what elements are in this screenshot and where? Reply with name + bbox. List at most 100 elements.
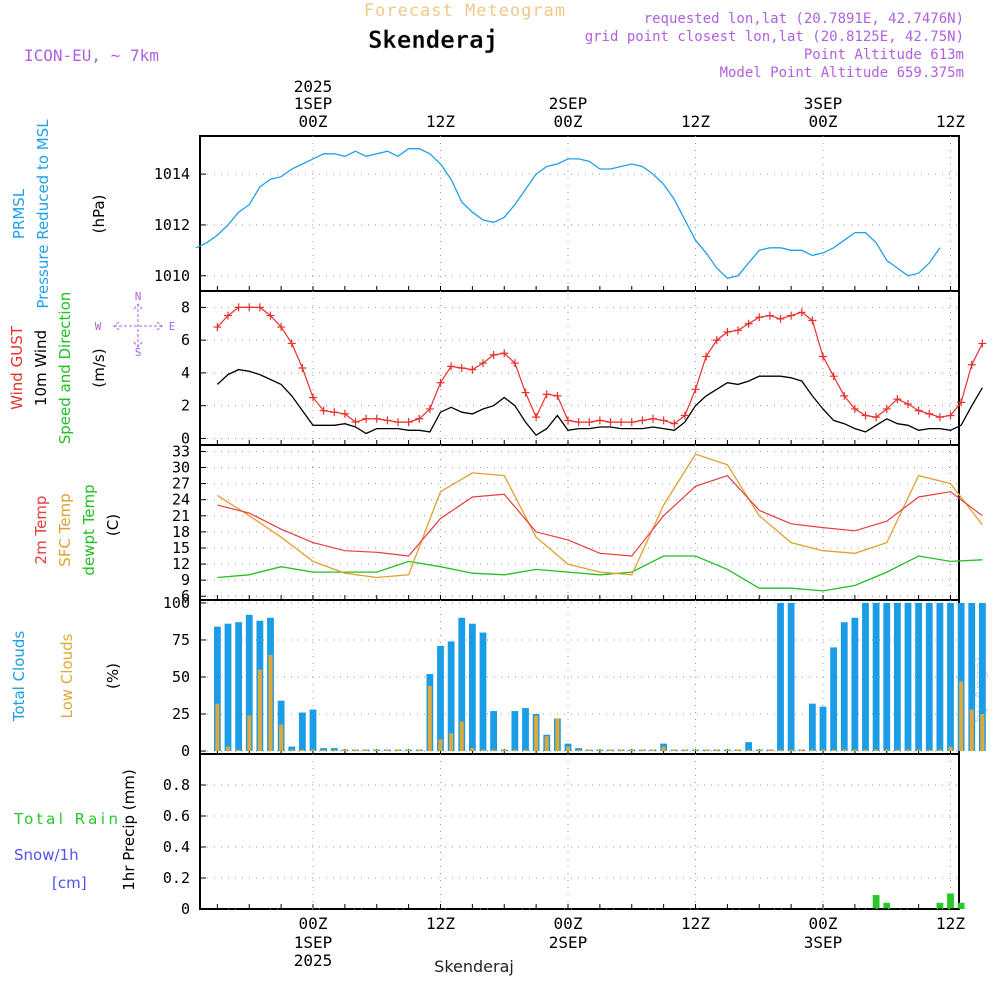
gust-marker: [309, 393, 317, 402]
y-tick-label: 0.8: [163, 776, 190, 794]
total-cloud-bar: [883, 602, 891, 752]
gust-marker: [457, 364, 466, 372]
gust-marker: [277, 323, 286, 332]
total-cloud-bar: [968, 602, 976, 752]
low-cloud-bar: [757, 749, 762, 752]
total-cloud-bar: [298, 712, 306, 752]
total-cloud-bar: [893, 602, 901, 752]
rain-bar: [957, 902, 965, 909]
low-cloud-bar: [311, 749, 315, 752]
pressure-panel-labels: PRMSL Pressure Reduced to MSL (hPa): [10, 119, 108, 309]
gust-marker: [882, 404, 891, 413]
low-cloud-bar: [682, 749, 687, 752]
low-cloud-bar: [289, 749, 294, 752]
low-cloud-bar: [619, 749, 624, 752]
panel-frame: [199, 753, 960, 910]
total-cloud-bar: [840, 622, 848, 752]
total-cloud-bar: [468, 623, 476, 752]
low-cloud-bar: [746, 749, 751, 752]
sfc-label: SFC Temp: [56, 493, 74, 566]
gust-marker: [245, 303, 254, 312]
cloud-panel: 0 25 50 75 100: [163, 594, 986, 760]
total-cloud-bar: [224, 623, 232, 752]
top-date-label: 2SEP: [549, 94, 588, 113]
dewpt-line: [217, 555, 983, 592]
gust-marker: [532, 413, 541, 422]
low-cloud-bar: [353, 749, 358, 752]
low-cloud-bar: [512, 749, 517, 752]
gust-marker: [425, 404, 434, 413]
total-cloud-bar: [245, 614, 253, 752]
pressure-unit: (hPa): [90, 195, 108, 234]
gust-marker: [914, 406, 923, 415]
low-cloud-bar: [661, 746, 666, 752]
gust-marker: [362, 414, 371, 423]
low-cloud-bar: [226, 746, 230, 752]
total-cloud-bar: [819, 706, 827, 752]
gust-marker: [298, 364, 307, 372]
bottom-tick-label: 00Z: [554, 914, 583, 933]
gust-marker: [638, 416, 647, 425]
y-tick-label: 1010: [154, 267, 190, 285]
low-cloud-bar: [470, 748, 475, 752]
gust-marker: [670, 419, 679, 428]
low-cloud-bar: [566, 746, 570, 752]
gust-marker: [351, 418, 360, 427]
low-cloud-bar: [576, 749, 581, 752]
y-tick-label: 2: [181, 397, 190, 415]
direction-label: Speed and Direction: [56, 292, 74, 445]
snow-unit-label: [cm]: [52, 874, 87, 892]
y-tick-label: 33: [172, 442, 190, 460]
gust-marker: [372, 414, 381, 423]
gust-marker: [287, 339, 296, 348]
low-cloud-bar: [640, 749, 645, 752]
temp2m-label: 2m Temp: [32, 496, 50, 565]
low-cloud-bar: [279, 724, 284, 752]
pressure-panel: 1010 1012 1014: [154, 135, 960, 292]
temp-panel-labels: 2m Temp SFC Temp dewpt Temp (C): [32, 484, 122, 575]
rain-bar: [883, 902, 891, 909]
bottom-date-label: 3SEP: [804, 933, 843, 952]
gust-marker: [946, 411, 955, 420]
low-cloud-bar: [523, 749, 528, 752]
gust-marker: [447, 362, 456, 371]
gust-marker: [234, 303, 243, 312]
panel-frame: [199, 444, 960, 601]
gust-marker: [224, 311, 232, 320]
bottom-date-label: 2SEP: [549, 933, 588, 952]
gust-marker: [893, 395, 902, 404]
wind-unit: (m/s): [90, 348, 108, 387]
point-altitude: Point Altitude 613m: [804, 47, 964, 63]
total-cloud-bar: [787, 602, 795, 752]
bottom-tick-label: 00Z: [809, 914, 838, 933]
wind-panel-labels: Wind GUST 10m Wind Speed and Direction (…: [8, 290, 175, 444]
gust-marker: [585, 418, 594, 427]
low-cloud-bar: [629, 749, 634, 752]
y-tick-label: 75: [172, 631, 190, 649]
y-tick-label: 9: [181, 571, 190, 589]
total-cloud-bar: [851, 617, 859, 752]
low-cloud-bar: [236, 749, 241, 752]
top-tick-label: 12Z: [936, 112, 965, 131]
total-cloud-bar: [925, 602, 933, 752]
top-tick-label: 12Z: [426, 112, 455, 131]
gust-marker: [712, 336, 721, 345]
gust-marker: [468, 365, 477, 374]
wind-panel: 0 2 4 6 8: [181, 290, 987, 447]
y-tick-label: 0: [181, 900, 190, 918]
low-cloud-bar: [704, 749, 709, 752]
sfc-temp-line: [217, 453, 983, 579]
gust-marker: [925, 409, 934, 418]
gust-marker: [213, 323, 222, 332]
total-cloud-bar: [947, 602, 954, 752]
y-tick-label: 0: [181, 742, 190, 760]
low-cloud-bar: [810, 749, 815, 752]
total-cloud-bar: [511, 711, 519, 752]
gust-marker: [564, 416, 572, 425]
gust-line: [216, 306, 983, 425]
low-cloud-bar: [321, 749, 326, 752]
gust-marker: [765, 311, 774, 320]
total-cloud-bar: [490, 711, 498, 752]
wind-label: 10m Wind: [32, 330, 50, 406]
